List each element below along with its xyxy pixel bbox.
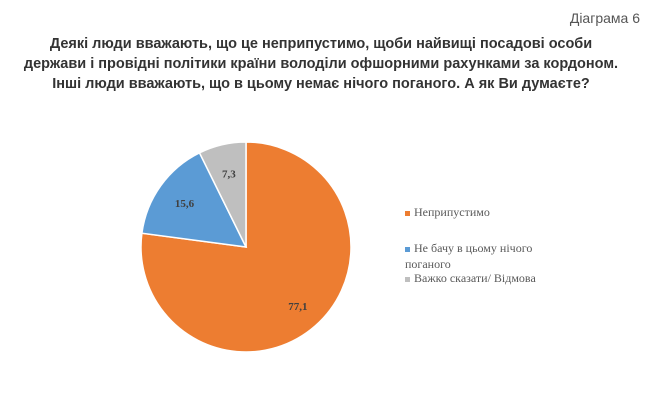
- legend-swatch: [405, 246, 410, 252]
- legend-label: Не бачу в цьому нічого поганого: [405, 241, 533, 271]
- data-label: 15,6: [175, 198, 195, 210]
- legend-item: Не бачу в цьому нічого поганого: [405, 240, 545, 272]
- chart-title: Деякі люди вважають, що це неприпустимо,…: [23, 36, 619, 92]
- data-label: 7,3: [222, 168, 236, 180]
- legend-swatch: [405, 276, 410, 282]
- legend-swatch: [405, 210, 410, 216]
- legend-item: Важко сказати/ Відмова: [405, 270, 545, 286]
- legend-item: Неприпустимо: [405, 204, 545, 220]
- pie-slice: [141, 151, 248, 248]
- diagram-label: Діаграма 6: [569, 10, 640, 26]
- legend-label: Важко сказати/ Відмова: [414, 271, 536, 285]
- pie-slice: [198, 141, 247, 248]
- legend-label: Неприпустимо: [414, 205, 490, 219]
- data-label: 77,1: [288, 301, 307, 313]
